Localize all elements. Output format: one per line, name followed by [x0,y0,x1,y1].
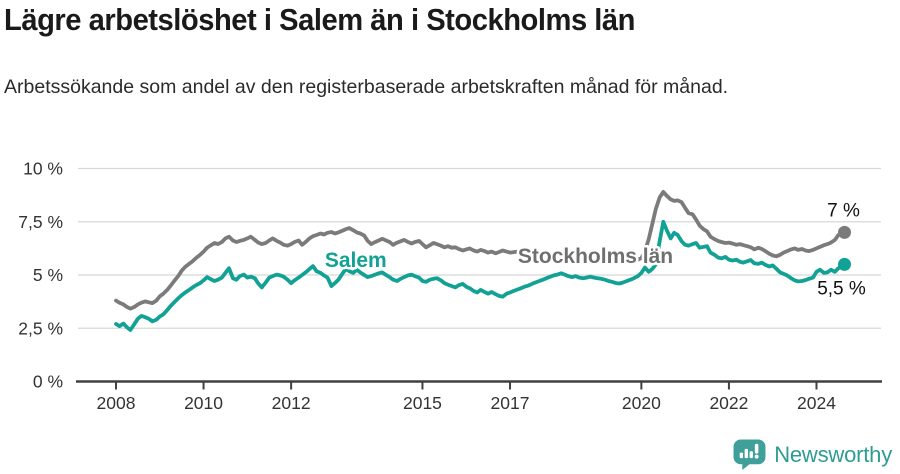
x-tick-label: 2015 [403,393,442,413]
x-tick-label: 2017 [491,393,530,413]
series-line-stockholms-l-n [114,189,847,311]
newsworthy-logo-text: Newsworthy [774,441,892,467]
series-end-dot [837,257,851,271]
series-label-salem: Salem [325,249,387,272]
series-end-value-label: 7 % [827,200,860,221]
x-tick-label: 2024 [797,393,836,413]
y-tick-label: 0 % [33,372,63,392]
y-tick-label: 2,5 % [18,318,63,338]
x-tick-label: 2022 [709,393,748,413]
newsworthy-logo[interactable]: Newsworthy [733,439,892,470]
series-label-stockholms-l-n: Stockholms län [518,245,673,268]
newsworthy-logo-icon [733,439,766,470]
page-title: Lägre arbetslöshet i Salem än i Stockhol… [4,2,636,37]
y-tick-label: 10 % [23,159,63,179]
x-tick-label: 2010 [184,393,223,413]
series-end-dot [837,225,851,239]
x-tick-label: 2012 [272,393,311,413]
y-tick-label: 5 % [33,265,63,285]
x-tick-label: 2008 [97,393,136,413]
x-tick-label: 2020 [622,393,661,413]
chart-subtitle: Arbetssökande som andel av den registerb… [4,76,729,98]
series-end-value-label: 5,5 % [817,278,866,299]
series-line-salem [114,219,847,332]
y-tick-label: 7,5 % [18,212,63,232]
